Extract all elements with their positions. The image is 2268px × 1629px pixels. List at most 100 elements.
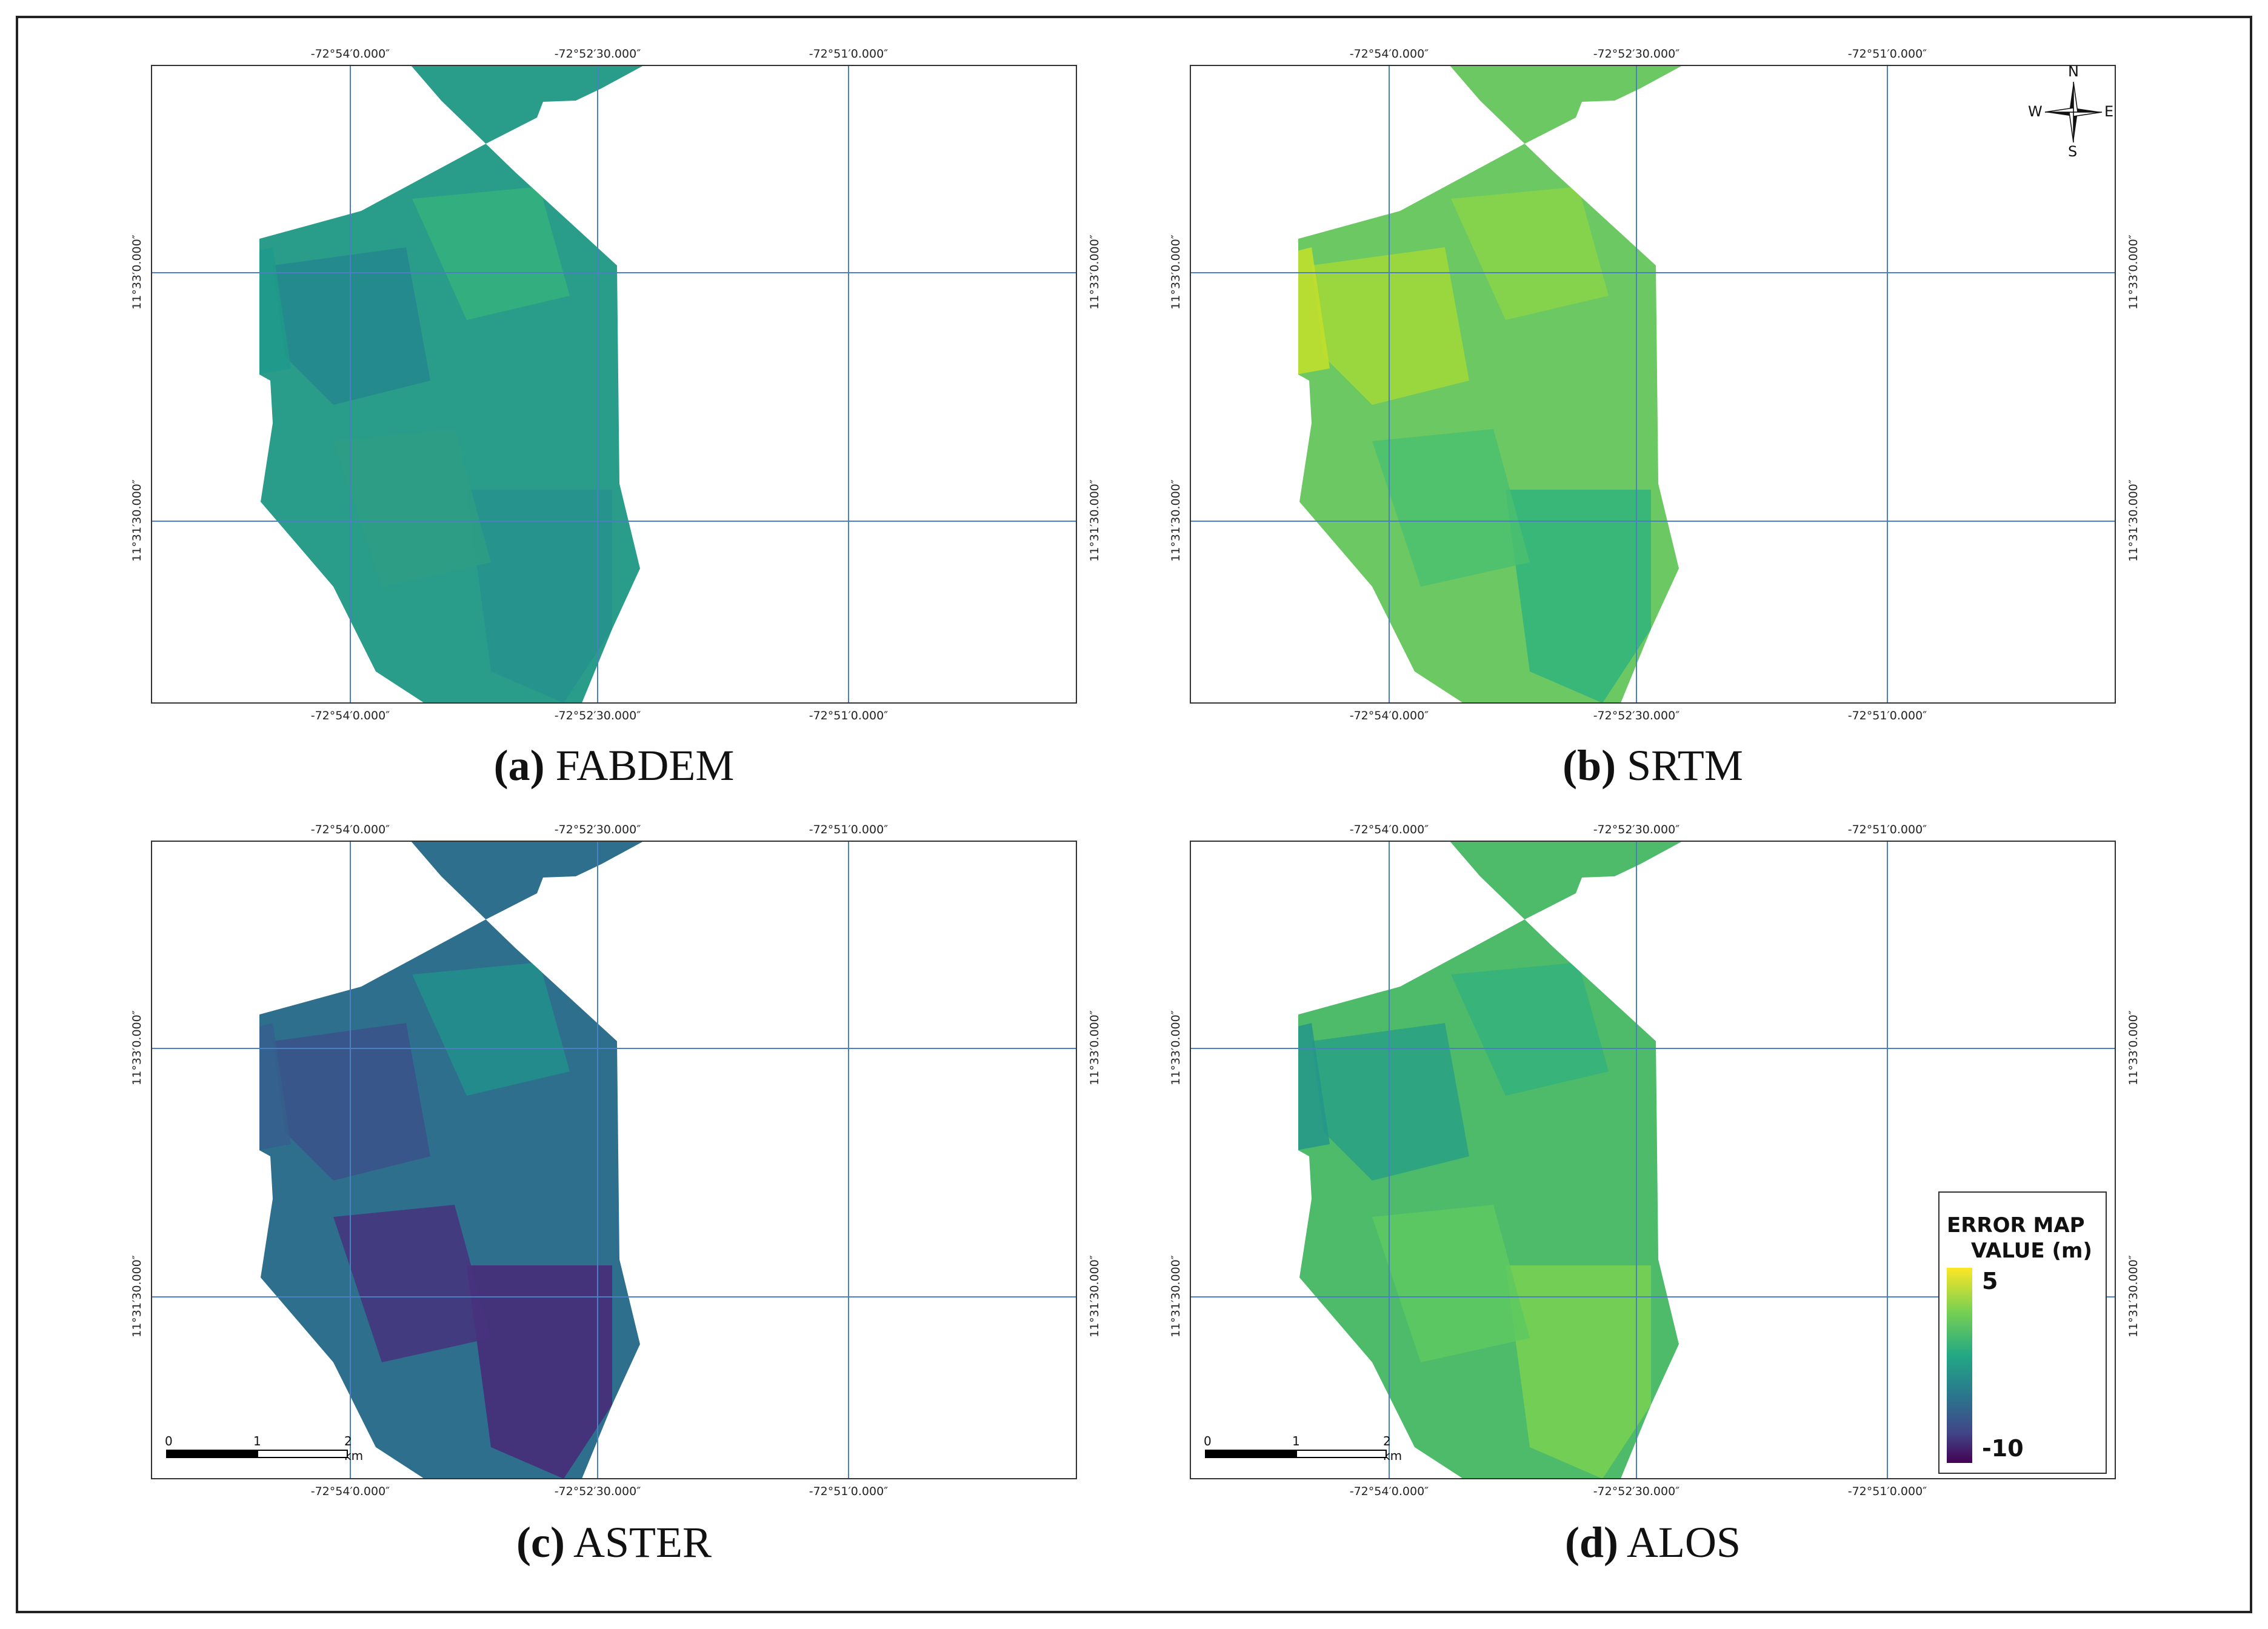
scale-label-0: 0	[1204, 1434, 1212, 1448]
caption-name: SRTM	[1616, 741, 1743, 790]
tick-bottom-lon: -72°54′0.000″	[1349, 709, 1429, 722]
tick-bottom-lon: -72°54′0.000″	[1349, 1485, 1429, 1498]
error-map-legend: ERROR MAP VALUE (m) 5 -10	[1938, 1191, 2107, 1474]
error-patch	[1298, 247, 1330, 381]
tick-bottom-lon: -72°52′30.000″	[1593, 709, 1680, 722]
tick-top-lon: -72°51′0.000″	[809, 47, 889, 61]
map-canvas-c	[151, 841, 1077, 1479]
tick-top-lon: -72°51′0.000″	[1847, 47, 1927, 61]
error-patch	[333, 429, 491, 587]
tick-lat-left: 11°31′30.000″	[130, 479, 144, 562]
tick-bottom-lon: -72°51′0.000″	[1847, 1485, 1927, 1498]
error-patch	[273, 247, 430, 405]
error-patch	[1312, 1023, 1469, 1181]
tick-lat-right: 11°31′30.000″	[2127, 479, 2140, 562]
legend-title-line1: ERROR MAP	[1947, 1213, 2085, 1238]
tick-bottom-lon: -72°54′0.000″	[310, 709, 390, 722]
scale-label-2: 2 km	[344, 1434, 364, 1463]
legend-max-label: 5	[1982, 1268, 1998, 1294]
figure-frame	[16, 16, 2252, 1613]
map-border	[1190, 65, 2116, 704]
legend-title-line2: VALUE (m)	[1971, 1239, 2092, 1263]
tick-top-lon: -72°51′0.000″	[1847, 823, 1927, 836]
caption-name: FABDEM	[544, 741, 735, 790]
map-canvas-a	[151, 65, 1077, 704]
tick-top-lon: -72°54′0.000″	[1349, 823, 1429, 836]
map-panel-a	[151, 65, 1077, 704]
tick-lat-right: 11°31′30.000″	[1088, 479, 1101, 562]
tick-top-lon: -72°54′0.000″	[1349, 47, 1429, 61]
error-patch	[1506, 490, 1651, 703]
scale-label-0: 0	[165, 1434, 173, 1448]
tick-bottom-lon: -72°51′0.000″	[809, 1485, 889, 1498]
tick-lat-right: 11°33′0.000″	[1088, 1010, 1101, 1085]
error-patch	[412, 962, 570, 1096]
panel-caption-b: (b) SRTM	[1563, 741, 1743, 791]
tick-top-lon: -72°51′0.000″	[809, 823, 889, 836]
error-patch	[467, 490, 612, 703]
tick-top-lon: -72°52′30.000″	[1593, 47, 1680, 61]
legend-min-label: -10	[1982, 1435, 2024, 1462]
error-patch	[467, 1265, 612, 1479]
tick-lat-left: 11°33′0.000″	[1169, 1010, 1182, 1085]
tick-bottom-lon: -72°52′30.000″	[1593, 1485, 1680, 1498]
error-patch	[412, 187, 570, 320]
panel-caption-a: (a) FABDEM	[494, 741, 735, 791]
tick-bottom-lon: -72°54′0.000″	[310, 1485, 390, 1498]
scale-bar-d: 0 1 2 km	[1204, 1434, 1402, 1463]
compass-north: N	[2068, 63, 2079, 80]
scale-label-1: 1	[1292, 1434, 1300, 1448]
tick-bottom-lon: -72°52′30.000″	[554, 709, 641, 722]
caption-name: ASTER	[564, 1518, 712, 1567]
error-patch	[259, 247, 291, 381]
compass-south: S	[2068, 143, 2078, 160]
tick-top-lon: -72°52′30.000″	[554, 823, 641, 836]
tick-lat-left: 11°33′0.000″	[130, 235, 144, 310]
tick-bottom-lon: -72°51′0.000″	[1847, 709, 1927, 722]
caption-letter: (b)	[1563, 741, 1616, 790]
map-border	[1190, 841, 2116, 1479]
caption-letter: (d)	[1564, 1518, 1618, 1567]
tick-top-lon: -72°52′30.000″	[554, 47, 641, 61]
scale-label-2: 2 km	[1383, 1434, 1402, 1463]
tick-bottom-lon: -72°52′30.000″	[554, 1485, 641, 1498]
map-canvas-b	[1190, 65, 2116, 704]
error-patch	[1451, 187, 1609, 320]
error-patch	[273, 1023, 430, 1181]
compass-west: W	[2028, 103, 2043, 120]
map-panel-b	[1190, 65, 2116, 704]
error-patch	[1372, 1205, 1530, 1362]
error-patch	[1506, 1265, 1651, 1479]
tick-top-lon: -72°54′0.000″	[310, 47, 390, 61]
tick-lat-right: 11°31′30.000″	[2127, 1255, 2140, 1338]
map-panel-c	[151, 841, 1077, 1479]
panel-caption-c: (c) ASTER	[516, 1517, 712, 1568]
caption-letter: (a)	[493, 741, 545, 790]
tick-lat-left: 11°31′30.000″	[130, 1255, 144, 1338]
map-border	[151, 65, 1077, 704]
caption-name: ALOS	[1618, 1518, 1741, 1567]
tick-lat-right: 11°31′30.000″	[1088, 1255, 1101, 1338]
map-canvas-d	[1190, 841, 2116, 1479]
compass-east: E	[2104, 103, 2114, 120]
error-patch	[1451, 962, 1609, 1096]
tick-top-lon: -72°54′0.000″	[310, 823, 390, 836]
tick-lat-right: 11°33′0.000″	[2127, 1010, 2140, 1085]
scale-bar-c: 0 1 2 km	[165, 1434, 363, 1463]
caption-letter: (c)	[516, 1518, 565, 1567]
error-patch	[1372, 429, 1530, 587]
error-patch	[333, 1205, 491, 1362]
tick-lat-left: 11°31′30.000″	[1169, 1255, 1182, 1338]
map-border	[151, 841, 1077, 1479]
tick-top-lon: -72°52′30.000″	[1593, 823, 1680, 836]
scale-label-1: 1	[253, 1434, 261, 1448]
tick-bottom-lon: -72°51′0.000″	[809, 709, 889, 722]
tick-lat-left: 11°33′0.000″	[1169, 235, 1182, 310]
error-patch	[1298, 1023, 1330, 1156]
map-panel-d	[1190, 841, 2116, 1479]
error-patch	[1312, 247, 1469, 405]
compass-rose: N S E W	[2028, 63, 2119, 160]
compass-rose-icon	[2044, 81, 2103, 143]
tick-lat-left: 11°33′0.000″	[130, 1010, 144, 1085]
error-patch	[259, 1023, 291, 1156]
